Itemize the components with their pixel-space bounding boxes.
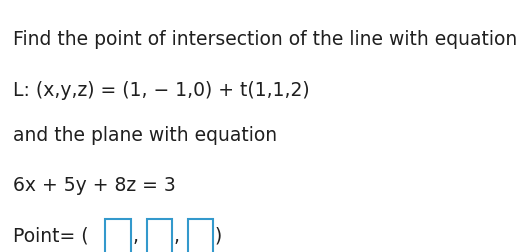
Text: ): ) bbox=[215, 227, 222, 246]
Bar bbox=[188, 219, 213, 252]
Text: Find the point of intersection of the line with equation: Find the point of intersection of the li… bbox=[13, 30, 518, 49]
Text: Point= (: Point= ( bbox=[13, 227, 89, 246]
Bar bbox=[147, 219, 172, 252]
Text: L: (x,y,z) = (1, − 1,0) + t(1,1,2): L: (x,y,z) = (1, − 1,0) + t(1,1,2) bbox=[13, 81, 310, 100]
Text: 6x + 5y + 8z = 3: 6x + 5y + 8z = 3 bbox=[13, 176, 176, 195]
Text: ,: , bbox=[173, 227, 179, 246]
Bar bbox=[105, 219, 131, 252]
Text: ,: , bbox=[132, 227, 138, 246]
Text: and the plane with equation: and the plane with equation bbox=[13, 126, 277, 145]
